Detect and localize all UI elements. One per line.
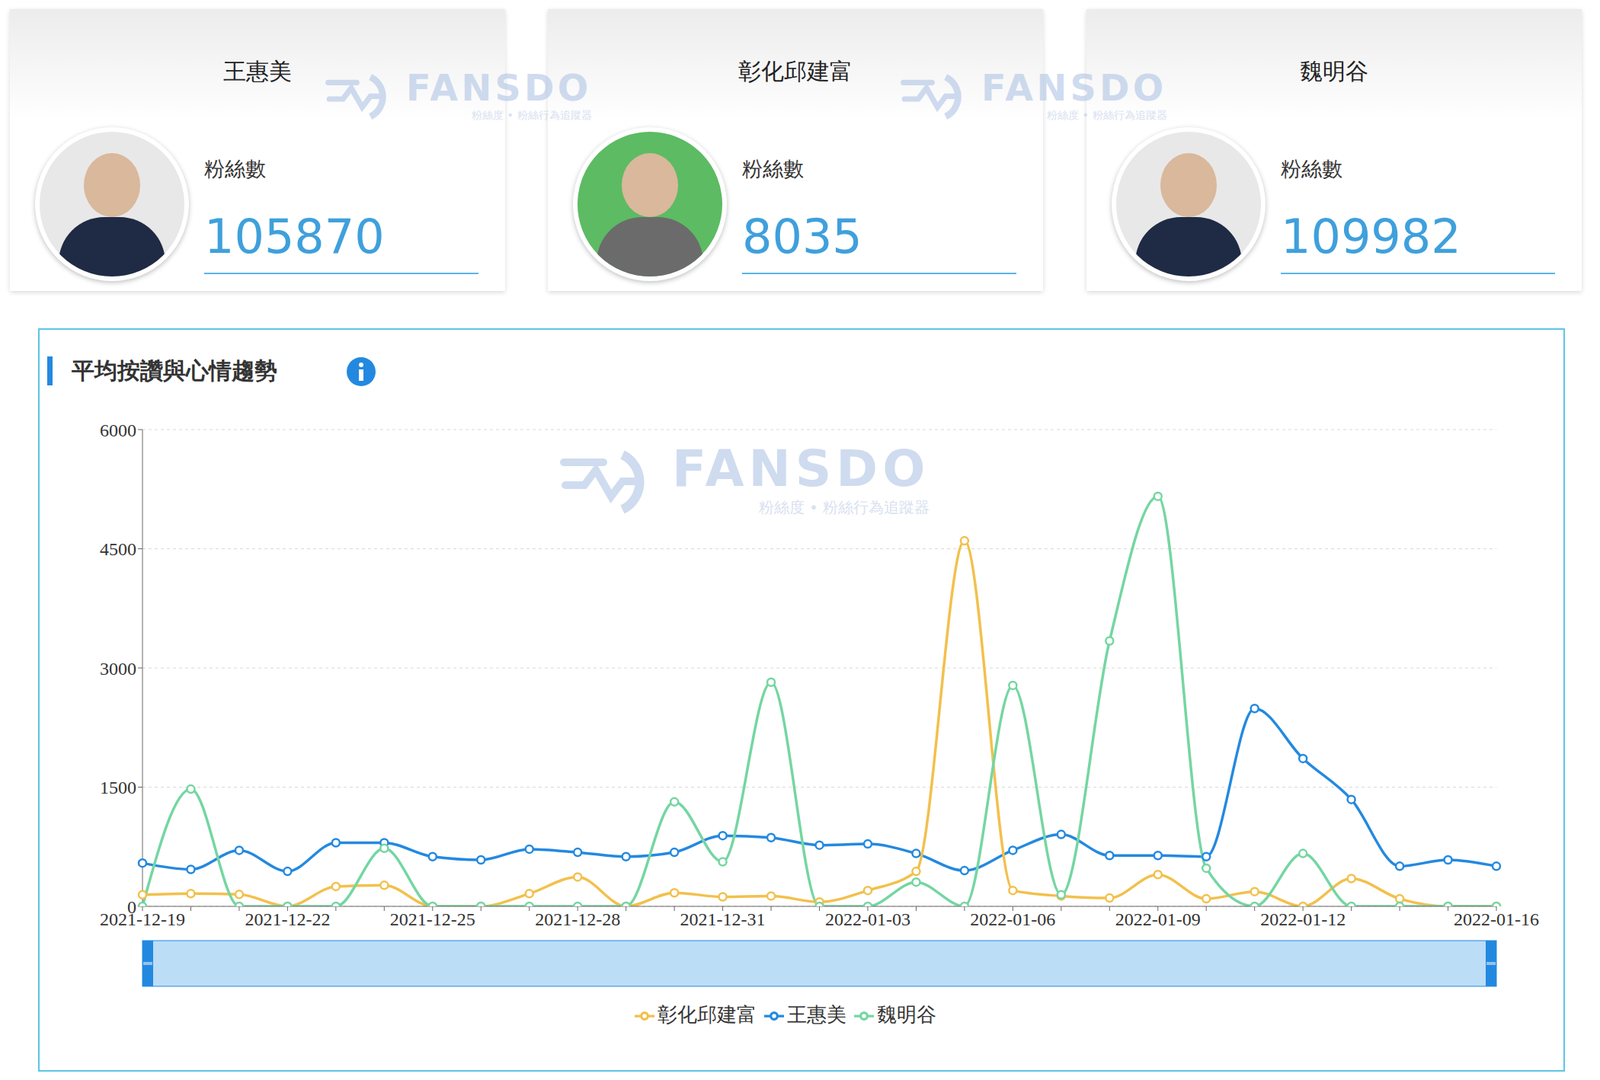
html-text:FANSDO: FANSDO [406,67,592,109]
svg-text:2021-12-25: 2021-12-25 [390,909,476,930]
html-text:粉絲數: 粉絲數 [742,156,804,181]
html-text:魏明谷: 魏明谷 [1299,57,1369,85]
html-text:王惠美: 王惠美 [223,57,292,85]
html-text:粉絲數: 粉絲數 [1280,156,1343,181]
html-text:粉絲度 • 粉絲行為追蹤器: 粉絲度 • 粉絲行為追蹤器 [1046,109,1167,122]
svg-text:1500: 1500 [99,777,137,798]
svg-text:2021-12-22: 2021-12-22 [244,909,330,930]
html-text:王惠美: 王惠美 [786,1003,847,1027]
svg-text:3000: 3000 [99,659,137,679]
svg-text:2021-12-19: 2021-12-19 [99,909,186,930]
html-text:彰化邱建富: 彰化邱建富 [738,57,853,85]
html-text:彰化邱建富: 彰化邱建富 [657,1003,757,1027]
html-text:粉絲度 • 粉絲行為追蹤器: 粉絲度 • 粉絲行為追蹤器 [758,498,930,517]
svg-text:2022-01-03: 2022-01-03 [825,909,911,930]
html-text:8035: 8035 [742,208,863,265]
svg-text:2022-01-16: 2022-01-16 [1453,909,1540,930]
svg-text:2021-12-28: 2021-12-28 [534,909,621,930]
svg-text:0: 0 [127,897,137,918]
html-text:粉絲度 • 粉絲行為追蹤器: 粉絲度 • 粉絲行為追蹤器 [471,109,592,122]
svg-text:2022-01-06: 2022-01-06 [969,909,1056,930]
html-text:105870: 105870 [204,208,385,265]
html-text:平均按讚與心情趨勢: 平均按讚與心情趨勢 [71,357,278,384]
svg-text:2022-01-09: 2022-01-09 [1115,909,1201,930]
svg-text:2021-12-31: 2021-12-31 [680,909,766,930]
svg-text:6000: 6000 [99,420,137,441]
html-text:魏明谷: 魏明谷 [876,1003,936,1027]
svg-text:2022-01-12: 2022-01-12 [1260,909,1346,930]
html-text:粉絲數: 粉絲數 [204,156,266,181]
html-text:109982: 109982 [1280,208,1462,265]
svg-text:4500: 4500 [99,539,137,560]
html-text:FANSDO: FANSDO [672,439,930,499]
html-text:FANSDO: FANSDO [981,67,1167,109]
